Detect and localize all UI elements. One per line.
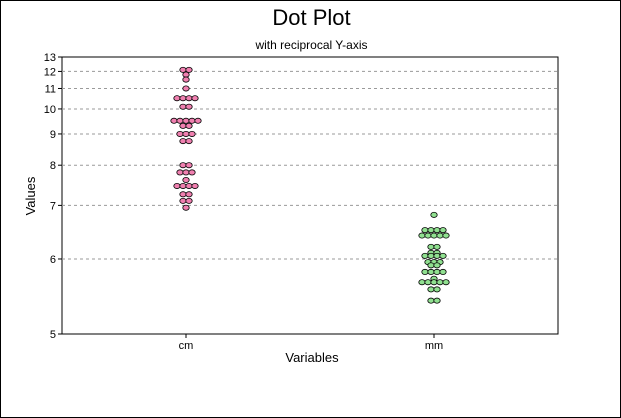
data-point: [170, 117, 178, 124]
data-point: [182, 71, 190, 78]
data-point: [185, 103, 193, 110]
data-point: [191, 95, 199, 102]
data-point: [433, 297, 441, 304]
data-point: [427, 243, 435, 250]
data-point: [182, 76, 190, 83]
y-axis-label: Values: [23, 176, 38, 215]
x-tick-label: mm: [425, 340, 443, 352]
data-point: [421, 252, 429, 259]
data-point: [433, 243, 441, 250]
y-tick-label: 11: [45, 83, 56, 95]
y-tick-label: 5: [50, 329, 56, 341]
data-point: [194, 117, 202, 124]
data-point: [185, 138, 193, 145]
data-point: [427, 252, 435, 259]
data-point: [179, 182, 187, 189]
y-tick-label: 10: [44, 104, 56, 116]
y-tick-label: 12: [44, 66, 56, 78]
data-point: [176, 130, 184, 137]
data-point: [439, 227, 447, 234]
data-point: [436, 279, 444, 286]
data-point: [427, 286, 435, 293]
data-point: [433, 268, 441, 275]
x-tick-label: cm: [179, 340, 194, 352]
data-point: [430, 211, 438, 218]
grid-lines: [62, 70, 558, 260]
data-point: [188, 130, 196, 137]
data-point: [185, 122, 193, 129]
y-tick-label: 13: [44, 52, 56, 64]
data-point: [424, 279, 432, 286]
data-point: [418, 279, 426, 286]
y-tick-label: 9: [50, 129, 56, 141]
data-point: [418, 232, 426, 239]
data-point: [179, 197, 187, 204]
data-point: [182, 85, 190, 92]
y-tick-label: 7: [50, 200, 56, 212]
data-point: [430, 232, 438, 239]
data-point: [185, 191, 193, 198]
data-point: [185, 182, 193, 189]
data-point: [439, 252, 447, 259]
data-point: [424, 232, 432, 239]
y-tick-label: 6: [50, 254, 56, 266]
data-point: [442, 232, 450, 239]
chart-title: Dot Plot: [272, 5, 351, 30]
data-point: [173, 95, 181, 102]
data-point: [433, 252, 441, 259]
x-axis-label: Variables: [285, 350, 339, 365]
data-point: [433, 227, 441, 234]
data-point: [182, 177, 190, 184]
data-point: [427, 227, 435, 234]
chart-subtitle: with reciprocal Y-axis: [255, 38, 368, 52]
data-point: [188, 117, 196, 124]
data-point: [191, 182, 199, 189]
data-point: [179, 191, 187, 198]
data-point: [439, 268, 447, 275]
y-tick-label: 8: [50, 160, 56, 172]
x-axis: cm mm: [179, 334, 443, 352]
data-point: [179, 162, 187, 169]
data-point: [433, 262, 441, 269]
data-point: [185, 197, 193, 204]
data-point: [182, 204, 190, 211]
data-point: [430, 279, 438, 286]
data-point: [427, 297, 435, 304]
plot-area: [61, 56, 559, 335]
data-point: [421, 227, 429, 234]
data-point: [176, 117, 184, 124]
data-point: [176, 169, 184, 176]
data-point: [179, 95, 187, 102]
data-point: [182, 130, 190, 137]
data-point: [173, 182, 181, 189]
data-point: [182, 169, 190, 176]
data-point: [436, 232, 444, 239]
data-point: [179, 103, 187, 110]
data-point: [179, 122, 187, 129]
data-point: [188, 169, 196, 176]
y-axis: 5 6 7 8 9 10 11 12 13: [44, 52, 62, 341]
data-point: [421, 268, 429, 275]
data-point: [185, 162, 193, 169]
data-point: [442, 279, 450, 286]
data-point: [427, 262, 435, 269]
data-point: [182, 117, 190, 124]
data-point: [185, 95, 193, 102]
data-point: [179, 138, 187, 145]
data-points: [170, 66, 450, 304]
data-point: [427, 268, 435, 275]
data-point: [433, 286, 441, 293]
data-point: [185, 66, 193, 73]
